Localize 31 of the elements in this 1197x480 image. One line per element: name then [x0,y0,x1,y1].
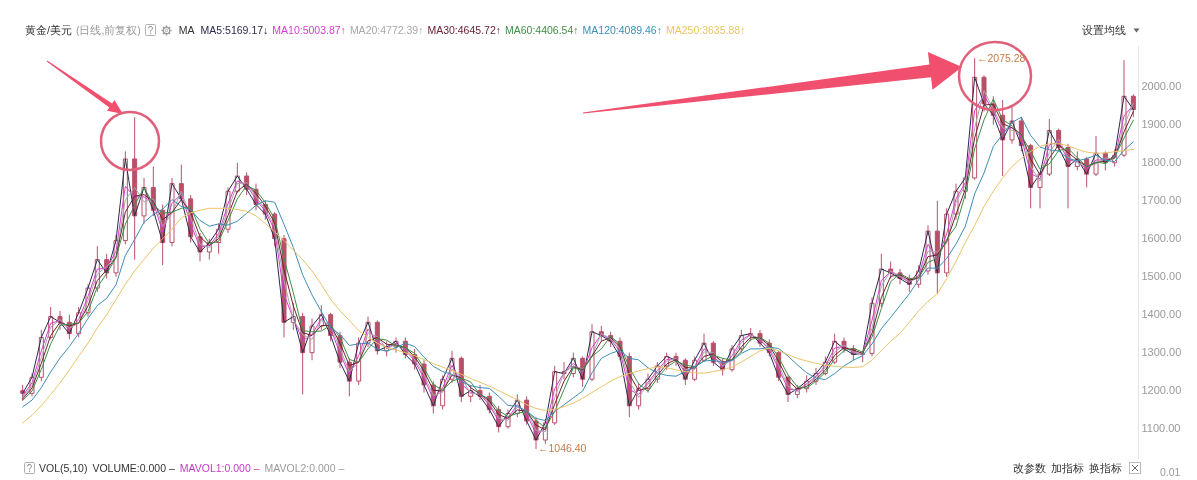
text: 加指标 [1051,461,1084,475]
text: 改参数 [1013,461,1046,475]
chart-subtitle: (日线,前复权) [75,23,141,37]
chart-title: 黄金/美元 [25,23,72,37]
y-tick-label: 1500.00 [1141,270,1182,283]
text: MA20:4772.39↑ [349,23,424,37]
y-tick-label: 2000.00 [1141,80,1182,93]
y-tick-label: 1400.00 [1141,308,1182,321]
text: MA60:4406.54↑ [505,23,579,37]
y-tick-label: 1800.00 [1141,156,1182,169]
text: MA5:5169.17↓ [200,23,269,37]
y-tick-label: 1100.00 [1141,422,1181,435]
text: 换指标 [1089,461,1122,475]
text: MAVOL2:0.000 – [264,461,345,475]
text: MA120:4089.46↑ [582,23,662,37]
text: 设置均线 [1082,23,1126,37]
y-tick-label: 1600.00 [1141,232,1182,245]
y-tick-label: 1300.00 [1141,346,1182,359]
text: MAVOL1:0.000 – [179,461,260,475]
text: MA30:4645.72↑ [427,23,501,37]
y-tick-label: 1900.00 [1141,118,1182,131]
annotation: ←2075.28 [977,51,1026,65]
text: MA10:5003.87↑ [272,23,346,37]
annotation: ←1046.40 [538,441,587,455]
legend-title: MA [178,23,195,37]
text: VOL(5,10) [39,461,88,475]
text: MA250:3635.88↑ [665,23,746,37]
y-tick-label: 1200.00 [1141,384,1182,397]
y-tick-label: 1700.00 [1141,194,1182,207]
text: VOLUME:0.000 – [92,461,175,475]
text: 0.01 [1160,465,1181,479]
